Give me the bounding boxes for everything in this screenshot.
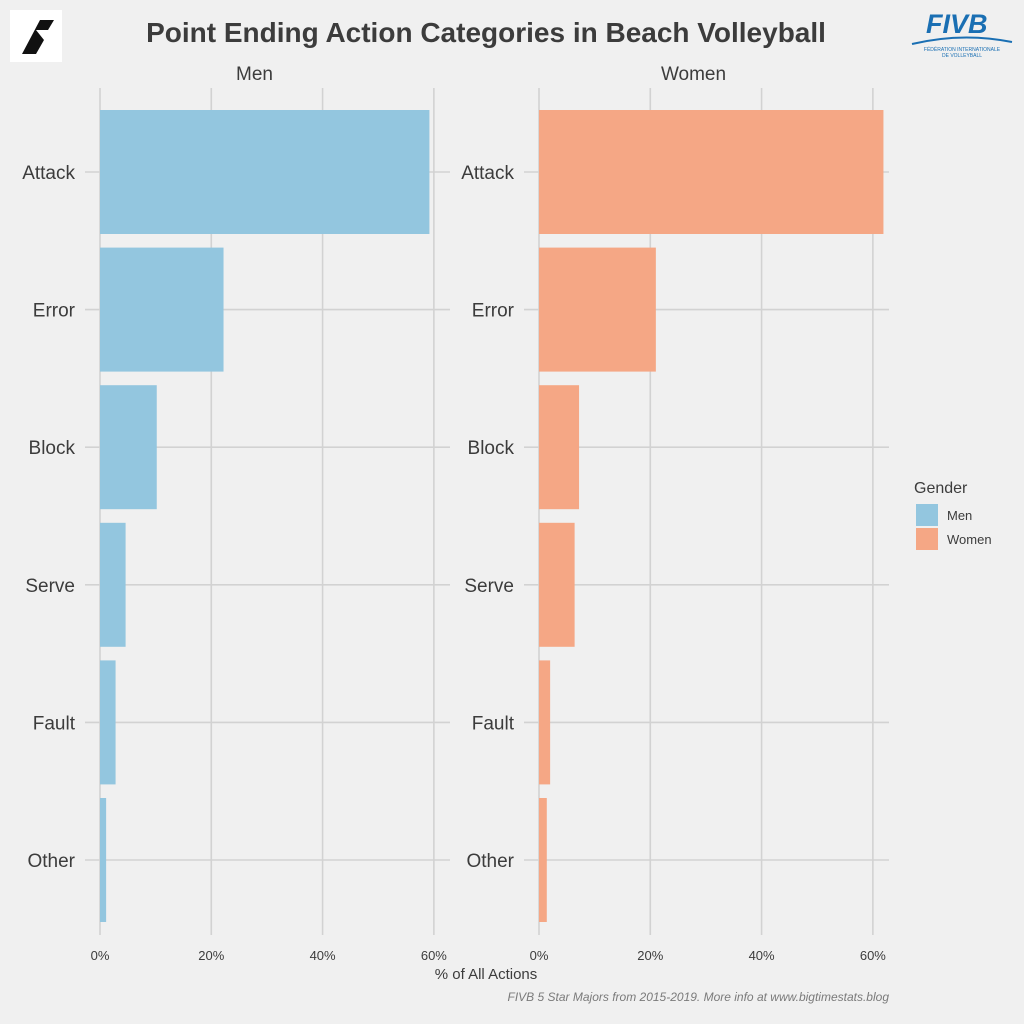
bigtimestats-logo-icon <box>10 10 62 62</box>
facet-label-men: Men <box>236 64 273 85</box>
bar-men-fault <box>100 660 116 785</box>
category-label: Serve <box>25 576 75 597</box>
x-tick-label: 20% <box>198 948 224 963</box>
facet-women: Women 0% 20% 40% 60% Attack Error Block Serve Fau… <box>461 64 889 963</box>
category-label: Fault <box>472 713 515 734</box>
category-label: Block <box>468 438 515 459</box>
chart-title: Point Ending Action Categories in Beach … <box>146 17 826 48</box>
legend-items: Men Women <box>916 504 992 550</box>
fivb-subtext-1: FÉDÉRATION INTERNATIONALE <box>924 46 1001 53</box>
bar-women-other <box>539 798 547 922</box>
fivb-wordmark: FIVB <box>926 9 988 39</box>
category-label: Other <box>27 851 75 872</box>
facets: Men 0% 20% 40% 60% Attack Error Block Serve Fault… <box>22 64 889 963</box>
x-tick-label: 60% <box>421 948 447 963</box>
category-label: Attack <box>22 163 75 184</box>
category-label: Fault <box>33 713 76 734</box>
category-label: Other <box>466 851 514 872</box>
legend-label-men: Men <box>947 508 972 523</box>
chart-caption: FIVB 5 Star Majors from 2015-2019. More … <box>508 990 890 1004</box>
category-label: Attack <box>461 163 514 184</box>
bar-women-attack <box>539 110 884 234</box>
fivb-subtext-2: DE VOLLEYBALL <box>942 53 982 59</box>
bar-men-other <box>100 798 107 922</box>
bar-women-block <box>539 385 580 510</box>
x-axis-title: % of All Actions <box>435 966 538 983</box>
bar-men-attack <box>100 110 430 234</box>
category-label: Block <box>29 438 76 459</box>
x-tick-label: 0% <box>530 948 549 963</box>
category-label: Serve <box>464 576 514 597</box>
x-tick-label: 40% <box>310 948 336 963</box>
bar-men-block <box>100 385 157 510</box>
category-label: Error <box>33 301 76 322</box>
bar-women-error <box>539 247 656 372</box>
facet-label-women: Women <box>661 64 726 85</box>
legend: Gender Men Women <box>914 480 992 550</box>
fivb-logo-icon: FIVB FÉDÉRATION INTERNATIONALE DE VOLLEY… <box>911 9 1013 59</box>
x-tick-label: 0% <box>91 948 110 963</box>
x-tick-label: 60% <box>860 948 886 963</box>
bar-women-serve <box>539 522 575 647</box>
facet-men: Men 0% 20% 40% 60% Attack Error Block Serve Fault… <box>22 64 450 963</box>
category-label: Error <box>472 301 515 322</box>
bar-men-error <box>100 247 224 372</box>
bar-men-serve <box>100 522 126 647</box>
x-tick-label: 20% <box>637 948 663 963</box>
bar-women-fault <box>539 660 551 785</box>
x-tick-label: 40% <box>749 948 775 963</box>
legend-swatch-women <box>916 528 938 550</box>
legend-label-women: Women <box>947 532 992 547</box>
legend-title: Gender <box>914 480 968 497</box>
legend-swatch-men <box>916 504 938 526</box>
